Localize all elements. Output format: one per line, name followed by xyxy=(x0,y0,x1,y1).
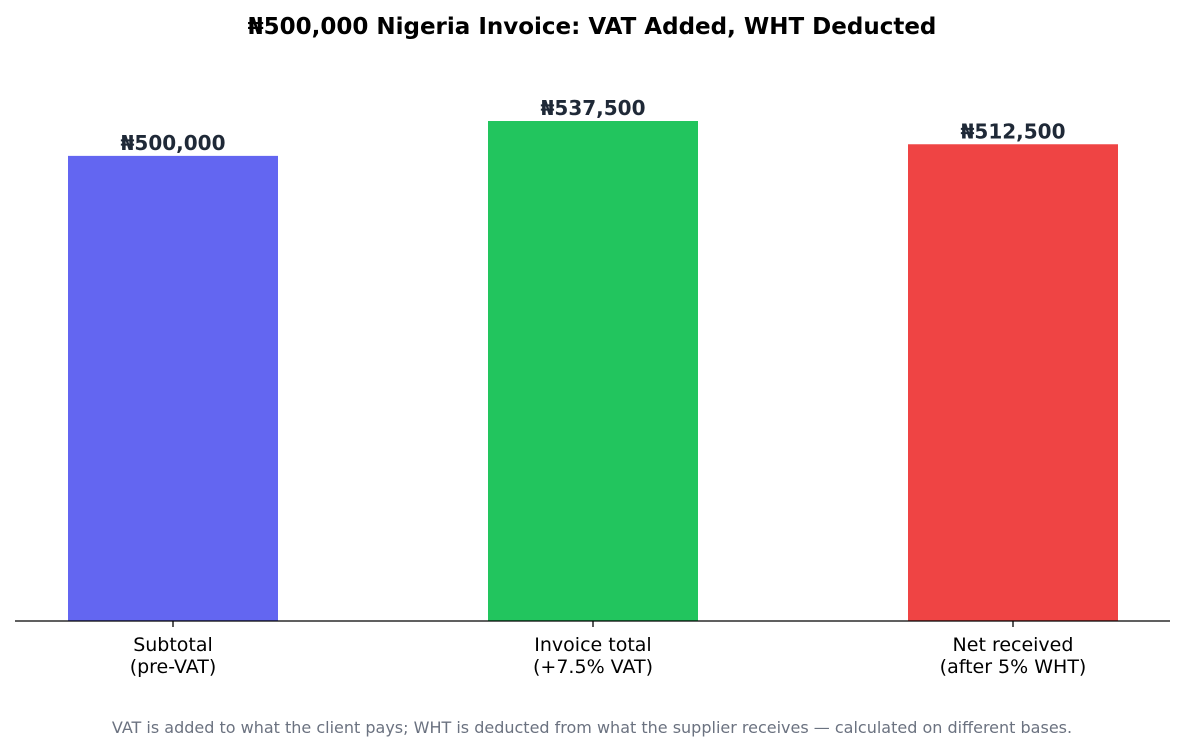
bar-1 xyxy=(68,155,278,621)
x-tick-label-1-line-2: (pre-VAT) xyxy=(130,656,217,678)
bar-value-label-2: ₦537,500 xyxy=(540,96,645,120)
bar-value-label-1: ₦500,000 xyxy=(120,131,225,155)
bar-3 xyxy=(908,144,1118,622)
bar-value-label-3: ₦512,500 xyxy=(960,119,1065,143)
bar-2 xyxy=(488,121,698,621)
x-tick-label-3-line-1: Net received xyxy=(953,634,1074,656)
x-tick-label-2-line-2: (+7.5% VAT) xyxy=(533,656,653,678)
bar-labels-group: ₦500,000 ₦537,500 ₦512,500 xyxy=(120,96,1065,155)
bars-group xyxy=(68,121,1118,622)
chart-footnote: VAT is added to what the client pays; WH… xyxy=(112,718,1072,737)
x-tick-label-1-line-1: Subtotal xyxy=(133,634,213,656)
x-tick-label-2-line-1: Invoice total xyxy=(534,634,651,656)
x-ticks-group: Subtotal(pre-VAT) Invoice total(+7.5% VAT… xyxy=(130,621,1087,678)
chart-title: ₦500,000 Nigeria Invoice: VAT Added, WHT… xyxy=(248,14,937,40)
x-tick-label-3-line-2: (after 5% WHT) xyxy=(940,656,1087,678)
